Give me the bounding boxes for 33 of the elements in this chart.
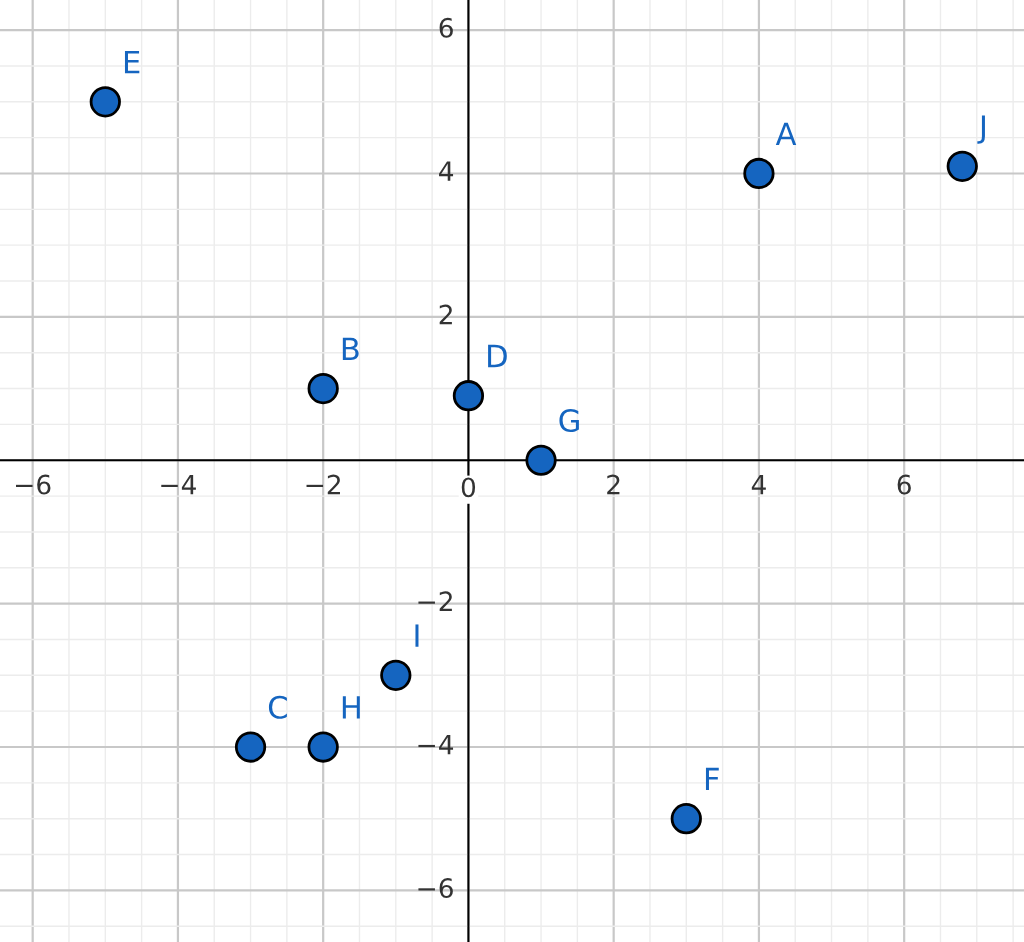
annotation: C: [268, 695, 287, 719]
point: [307, 731, 339, 763]
point: [234, 731, 267, 763]
annotation: J: [977, 115, 985, 144]
annotation: I: [415, 624, 419, 647]
point: [670, 803, 702, 835]
y-tick-label: 6: [439, 17, 453, 38]
x-tick-label: 6: [897, 474, 911, 495]
x-tick-label: −6: [16, 474, 51, 495]
annotation: G: [559, 408, 579, 433]
annotation: F: [705, 767, 719, 791]
y-tick-label: 2: [439, 304, 452, 325]
point: [380, 659, 412, 691]
point: [89, 86, 121, 118]
x-tick-label: 2: [607, 474, 620, 495]
y-tick-label: 4: [439, 161, 454, 181]
point: [452, 380, 485, 412]
point: [946, 150, 978, 182]
annotation: A: [775, 122, 797, 145]
y-tick-label: −6: [418, 878, 453, 899]
annotation: D: [488, 344, 507, 368]
x-tick-label: −2: [306, 474, 340, 495]
point: [525, 444, 557, 476]
annotation: H: [342, 696, 360, 719]
annotation: E: [124, 50, 140, 74]
y-tick-label: −2: [418, 591, 452, 611]
y-tick-label: −4: [418, 735, 454, 755]
x-tick-label: 4: [751, 474, 766, 495]
x-tick-label: 0: [461, 477, 476, 498]
point: [743, 157, 775, 190]
x-tick-label: −4: [161, 474, 196, 495]
annotation: B: [342, 337, 359, 360]
point: [307, 372, 339, 405]
